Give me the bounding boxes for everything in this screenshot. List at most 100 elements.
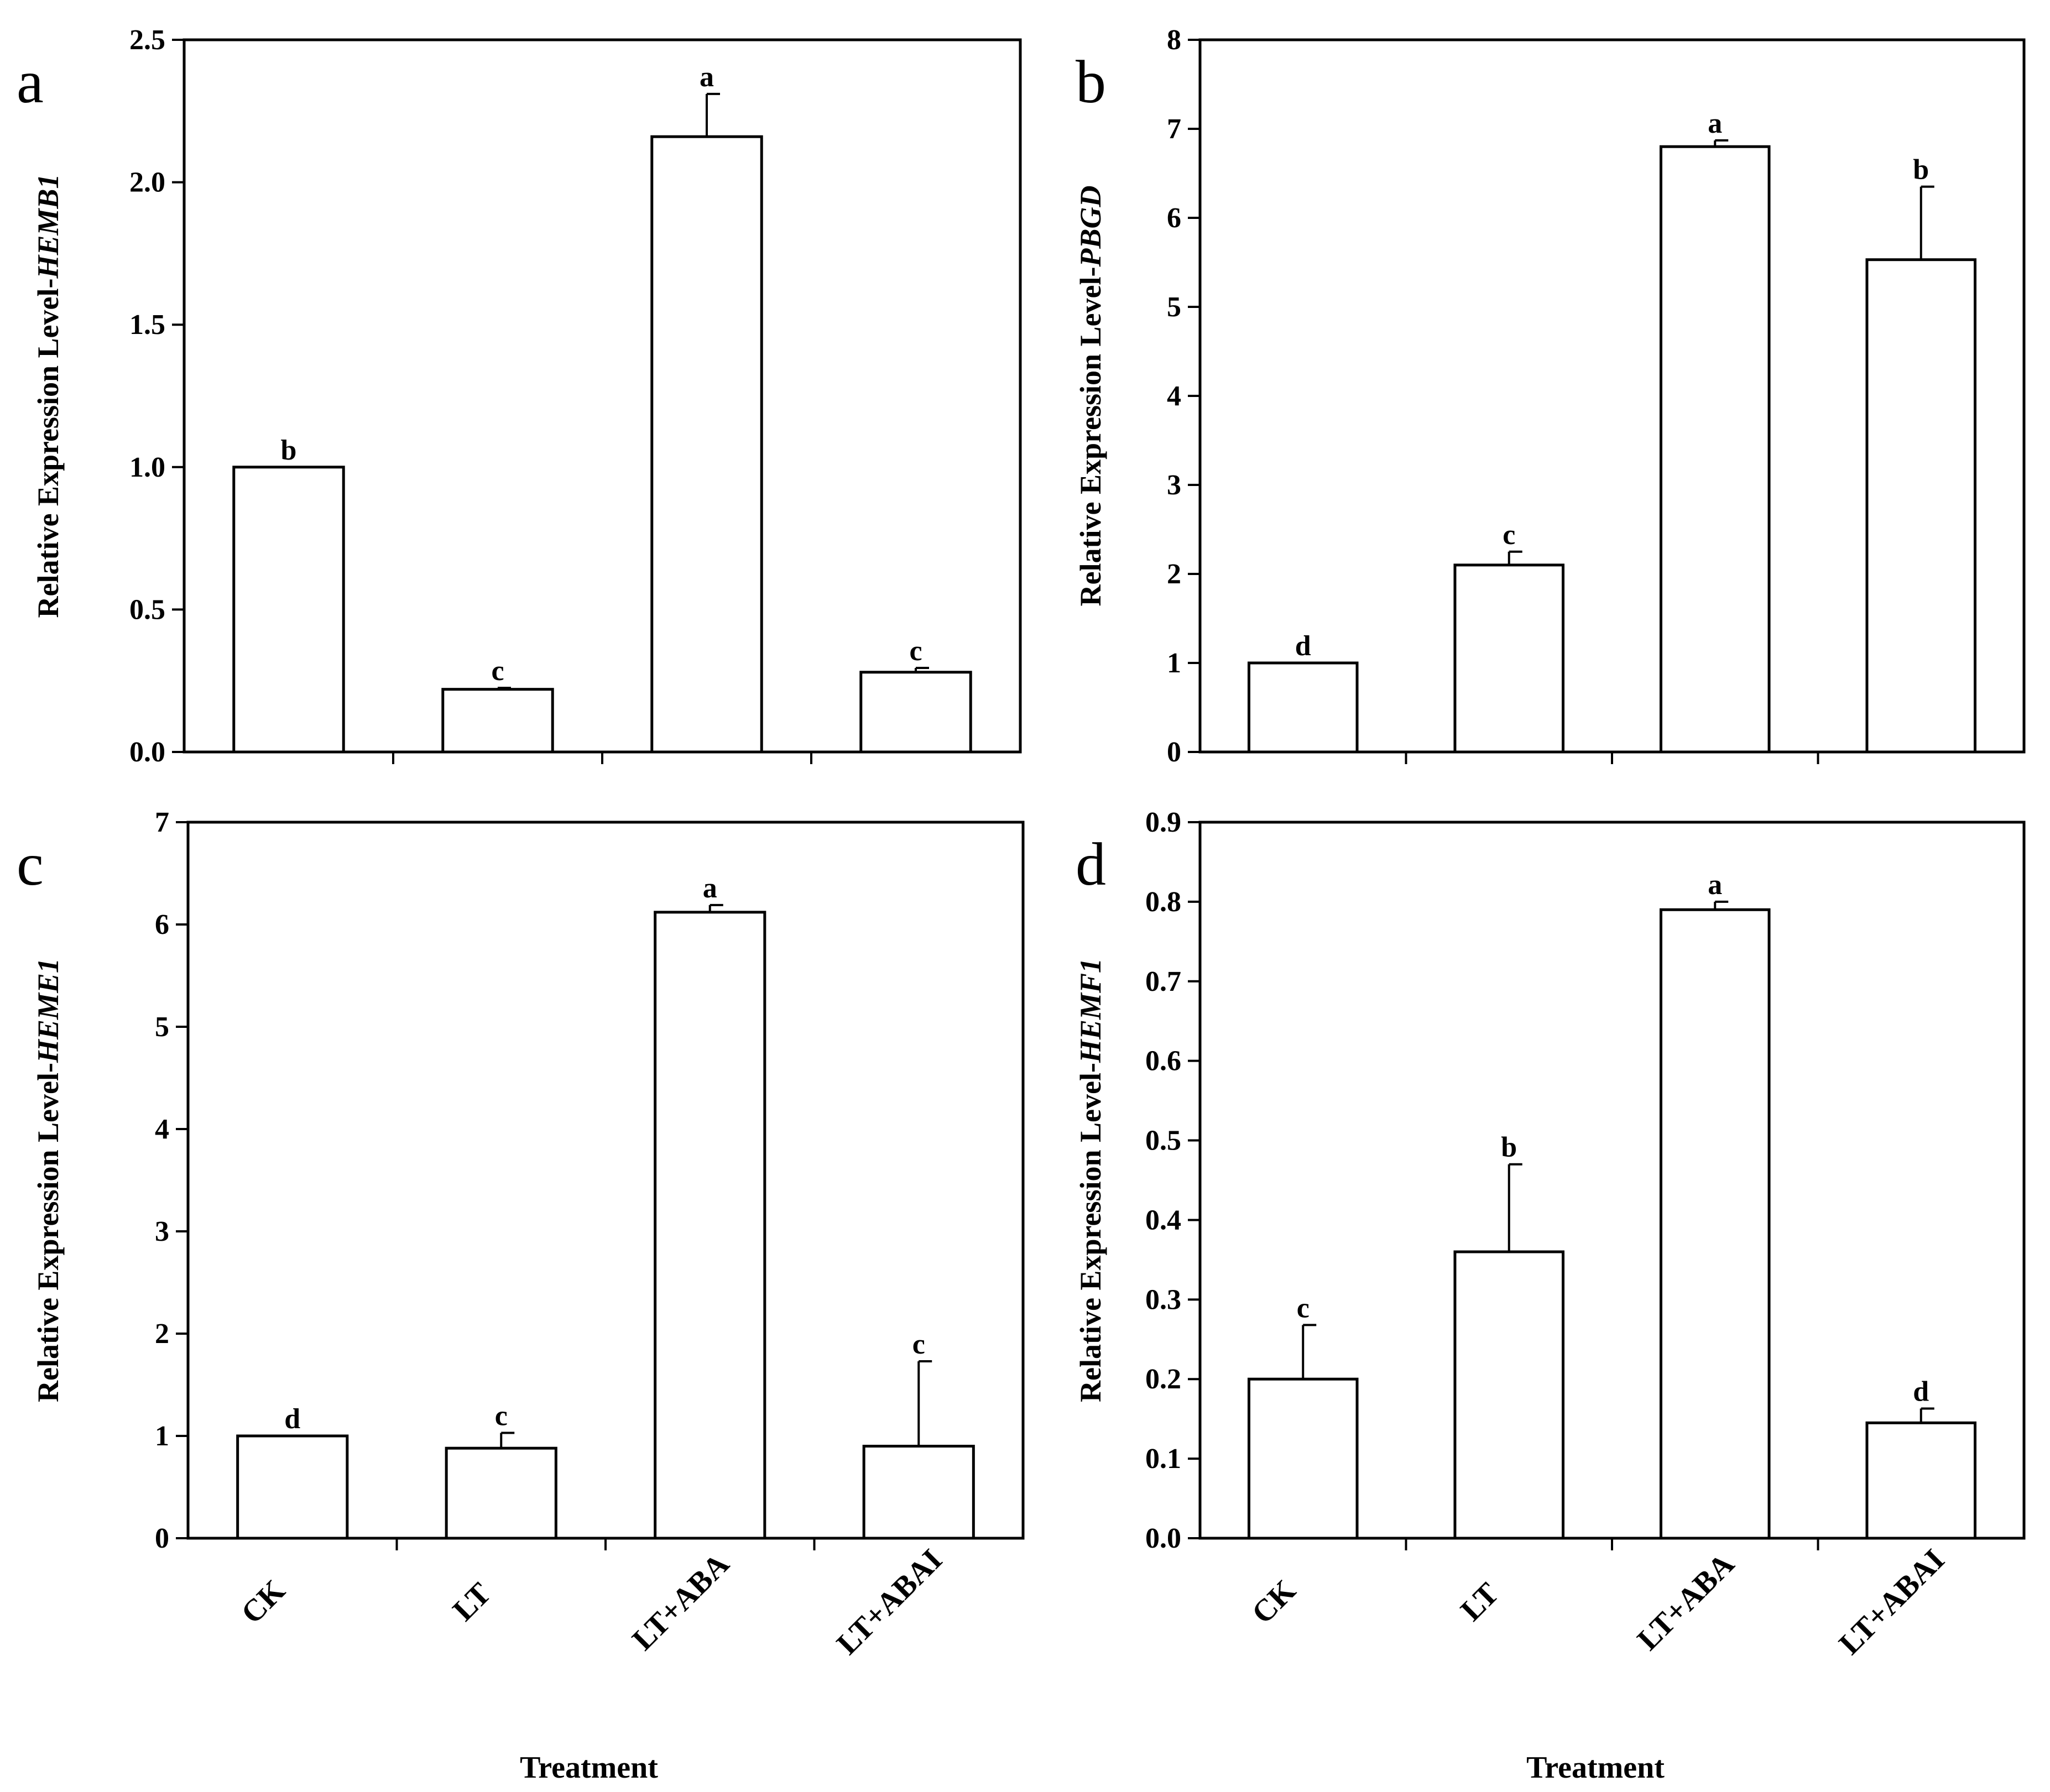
y-axis-label: Relative Expression Level-HEME1 bbox=[32, 958, 65, 1402]
significance-letter: a bbox=[1708, 869, 1722, 901]
y-axis-label-prefix: Relative Expression Level- bbox=[32, 1063, 65, 1402]
y-tick-label: 0 bbox=[1167, 736, 1181, 768]
panel-letter: d bbox=[1076, 830, 1106, 898]
y-axis-label: Relative Expression Level-HEMF1 bbox=[1074, 958, 1107, 1402]
y-tick-label: 1.5 bbox=[129, 309, 165, 341]
y-tick-label: 0.8 bbox=[1145, 886, 1181, 918]
significance-letter: d bbox=[1295, 630, 1311, 662]
panel-letter: a bbox=[17, 48, 44, 116]
y-tick-label: 0.0 bbox=[1145, 1523, 1181, 1554]
panel-letter: b bbox=[1076, 48, 1106, 116]
y-tick-label: 2.5 bbox=[129, 24, 165, 56]
bar-LT bbox=[1453, 1250, 1565, 1540]
significance-letter: c bbox=[491, 655, 504, 687]
y-tick-label: 0.1 bbox=[1145, 1443, 1181, 1475]
y-axis-label-gene: HEMF1 bbox=[1074, 958, 1107, 1063]
y-tick-label: 4 bbox=[1167, 380, 1181, 412]
y-tick-label: 5 bbox=[155, 1011, 169, 1043]
y-axis-label-prefix: Relative Expression Level- bbox=[32, 279, 65, 618]
y-tick-label: 2 bbox=[155, 1318, 169, 1350]
significance-letter: a bbox=[700, 61, 714, 93]
plot-frame bbox=[186, 821, 1025, 1540]
y-axis-label: Relative Expression Level-HEMB1 bbox=[32, 174, 65, 618]
y-tick-label: 0.3 bbox=[1145, 1284, 1181, 1315]
category-label: LT+ABAI bbox=[830, 1543, 949, 1662]
x-axis-label: Treatment bbox=[520, 1751, 658, 1785]
bar-CK bbox=[1247, 1377, 1359, 1540]
y-tick-label: 4 bbox=[155, 1114, 169, 1145]
bar-LT+ABAI bbox=[1865, 1421, 1977, 1540]
plot-frame bbox=[1198, 821, 2026, 1540]
y-axis-label-gene: HEMB1 bbox=[32, 174, 65, 279]
y-tick-label: 0.5 bbox=[129, 594, 165, 625]
y-tick-label: 2.0 bbox=[129, 167, 165, 198]
y-tick-label: 3 bbox=[1167, 469, 1181, 501]
significance-letter: c bbox=[1297, 1292, 1310, 1324]
significance-letter: a bbox=[1708, 108, 1722, 139]
bar-LT+ABAI bbox=[859, 671, 972, 754]
y-tick-label: 0.2 bbox=[1145, 1363, 1181, 1395]
y-axis-label-prefix: Relative Expression Level- bbox=[1074, 1063, 1107, 1402]
bar-LT bbox=[445, 1446, 557, 1540]
significance-letter: d bbox=[1913, 1376, 1929, 1407]
significance-letter: c bbox=[909, 635, 922, 667]
significance-letter: b bbox=[1913, 154, 1929, 186]
significance-letter: c bbox=[1503, 519, 1515, 551]
bar-CK bbox=[232, 466, 345, 754]
y-tick-label: 1 bbox=[155, 1420, 169, 1452]
y-tick-label: 0.4 bbox=[1145, 1204, 1181, 1236]
significance-letter: b bbox=[1501, 1132, 1517, 1163]
bar-LT bbox=[441, 688, 554, 754]
y-tick-label: 7 bbox=[155, 807, 169, 838]
panel-c: c 0 1 2 3 4 5 6 7 d CK c LT a LT+ABA c LT+ABAI Relative E… bbox=[17, 807, 1025, 1785]
y-tick-label: 8 bbox=[1167, 24, 1181, 56]
y-axis-label-prefix: Relative Expression Level- bbox=[1074, 267, 1107, 607]
bar-CK bbox=[236, 1434, 349, 1540]
y-tick-label: 1 bbox=[1167, 647, 1181, 679]
y-tick-label: 0.6 bbox=[1145, 1046, 1181, 1077]
y-tick-label: 2 bbox=[1167, 558, 1181, 590]
y-tick-label: 0.0 bbox=[129, 736, 165, 768]
y-tick-label: 0 bbox=[155, 1523, 169, 1554]
bar-LT+ABA bbox=[650, 135, 763, 754]
significance-letter: a bbox=[703, 873, 717, 904]
significance-letter: c bbox=[495, 1400, 508, 1431]
y-axis-label: Relative Expression Level-PBGD bbox=[1074, 186, 1107, 607]
category-label: LT bbox=[446, 1576, 498, 1628]
bar-CK bbox=[1247, 661, 1359, 754]
bar-LT bbox=[1453, 563, 1565, 754]
plot-frame bbox=[1198, 38, 2026, 754]
y-tick-label: 5 bbox=[1167, 291, 1181, 323]
bar-LT+ABAI bbox=[862, 1445, 975, 1540]
y-tick-label: 6 bbox=[155, 909, 169, 941]
y-tick-label: 0.7 bbox=[1145, 966, 1181, 997]
significance-letter: c bbox=[912, 1329, 925, 1360]
panel-b: b 0 1 2 3 4 5 6 7 8 d c a b Relative Expression Level-… bbox=[1074, 24, 2026, 768]
category-label: LT+ABA bbox=[625, 1547, 736, 1657]
significance-letter: d bbox=[284, 1403, 300, 1435]
y-tick-label: 0.9 bbox=[1145, 807, 1181, 838]
panel-d: d 0.0 0.1 0.2 0.3 0.4 0.5 0.6 0.7 0.8 0.9 c CK b LT a LT… bbox=[1074, 807, 2026, 1785]
category-label: CK bbox=[234, 1573, 292, 1631]
plot-frame bbox=[182, 38, 1022, 754]
y-tick-label: 0.5 bbox=[1145, 1125, 1181, 1157]
x-axis-label: Treatment bbox=[1526, 1751, 1665, 1785]
y-axis-label-gene: PBGD bbox=[1074, 186, 1107, 268]
bar-LT+ABA bbox=[654, 911, 766, 1540]
y-tick-label: 3 bbox=[155, 1216, 169, 1247]
y-tick-label: 6 bbox=[1167, 202, 1181, 234]
panel-a: a 0.0 0.5 1.0 1.5 2.0 2.5 b c a c Relative Expressi… bbox=[17, 24, 1022, 768]
y-axis-label-gene: HEME1 bbox=[32, 958, 65, 1063]
category-label: CK bbox=[1245, 1573, 1303, 1631]
bar-LT+ABA bbox=[1659, 145, 1771, 754]
category-label: LT bbox=[1454, 1576, 1506, 1628]
category-label: LT+ABAI bbox=[1833, 1543, 1952, 1662]
bar-LT+ABA bbox=[1659, 908, 1771, 1540]
category-label: LT+ABA bbox=[1631, 1547, 1741, 1657]
y-tick-label: 1.0 bbox=[129, 452, 165, 483]
bar-LT+ABAI bbox=[1865, 258, 1977, 754]
significance-letter: b bbox=[281, 435, 297, 466]
y-tick-label: 7 bbox=[1167, 113, 1181, 145]
panel-letter: c bbox=[17, 830, 44, 898]
